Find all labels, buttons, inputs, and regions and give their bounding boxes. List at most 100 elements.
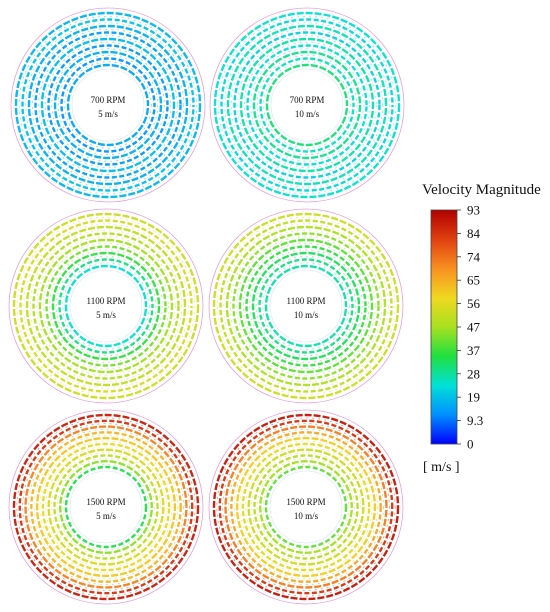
colorbar-tick-label: 9.3 — [467, 413, 483, 428]
velocity-streak — [263, 61, 351, 149]
colorbar-tick-label: 28 — [467, 366, 480, 381]
colorbar — [430, 209, 458, 445]
velocity-streak — [42, 242, 170, 370]
rotor-inner-hub — [69, 470, 143, 544]
velocity-ring — [259, 57, 355, 153]
panel-700rpm-5ms: 700 RPM 5 m/s — [10, 7, 206, 203]
velocity-streak — [33, 434, 179, 580]
panel-700rpm-10ms: 700 RPM 10 m/s — [209, 7, 405, 203]
velocity-ring — [230, 431, 382, 583]
velocity-streak — [51, 452, 161, 562]
panel-speed-label: 1500 RPM — [86, 497, 125, 507]
velocity-ring — [238, 238, 374, 374]
velocity-streak — [242, 242, 370, 370]
velocity-ring — [12, 413, 200, 601]
velocity-ring — [241, 442, 371, 572]
panel-inlet-label: 5 m/s — [98, 109, 118, 119]
colorbar-tick-label: 84 — [467, 226, 481, 241]
panel-speed-label: 1100 RPM — [287, 296, 326, 306]
velocity-ring — [19, 219, 193, 393]
velocity-ring — [58, 258, 154, 354]
velocity-ring — [66, 63, 150, 147]
velocity-streak — [16, 216, 196, 396]
velocity-streak — [251, 452, 361, 562]
velocity-ring — [38, 238, 174, 374]
velocity-ring — [64, 465, 148, 549]
velocity-streak — [55, 255, 157, 357]
velocity-streak — [262, 262, 350, 350]
velocity-ring — [265, 63, 349, 147]
velocity-ring — [212, 212, 400, 400]
panel-inlet-label: 10 m/s — [294, 511, 319, 521]
velocity-ring — [218, 419, 394, 595]
velocity-streak — [228, 429, 384, 585]
velocity-streak — [256, 54, 358, 156]
velocity-ring — [53, 454, 159, 560]
velocity-ring — [47, 448, 165, 566]
legend-title: Velocity Magnitude — [422, 182, 541, 198]
velocity-streak — [249, 249, 363, 363]
velocity-ring — [45, 245, 167, 367]
velocity-ring — [213, 11, 401, 199]
colorbar-tick-label: 0 — [467, 437, 474, 452]
velocity-ring — [27, 24, 189, 186]
velocity-ring — [235, 436, 377, 578]
velocity-streak — [49, 249, 163, 363]
velocity-streak — [233, 434, 379, 580]
velocity-streak — [51, 48, 165, 162]
velocity-ring — [220, 18, 394, 192]
colorbar-tick-label: 93 — [467, 203, 480, 218]
velocity-ring — [59, 460, 153, 554]
velocity-streak — [44, 41, 172, 169]
velocity-ring — [219, 219, 393, 393]
velocity-ring — [53, 50, 163, 160]
velocity-streak — [38, 35, 178, 175]
velocity-streak — [222, 423, 390, 591]
velocity-ring — [212, 413, 400, 601]
velocity-ring — [258, 258, 354, 354]
velocity-streak — [45, 446, 167, 568]
panel-speed-label: 700 RPM — [91, 95, 126, 105]
colorbar-tick-label: 19 — [467, 390, 480, 405]
velocity-ring — [14, 11, 202, 199]
velocity-streak — [16, 417, 196, 597]
rotor-inner-hub — [69, 269, 143, 343]
velocity-ring — [21, 18, 195, 192]
velocity-streak — [224, 22, 390, 188]
velocity-legend: Velocity Magnitude 93 84 74 65 56 47 37 28 19 9.3… — [422, 182, 541, 475]
velocity-streak — [36, 236, 176, 376]
velocity-ring — [239, 37, 375, 173]
velocity-ring — [264, 465, 348, 549]
velocity-streak — [22, 423, 190, 591]
velocity-ring — [246, 44, 368, 166]
colorbar-tick-label: 56 — [467, 296, 481, 311]
velocity-ring — [47, 44, 169, 166]
velocity-ring — [259, 460, 353, 554]
velocity-streak — [39, 440, 173, 574]
colorbar-tick-label: 74 — [467, 249, 481, 264]
velocity-streak — [216, 417, 396, 597]
velocity-streak — [31, 28, 185, 182]
panel-speed-label: 1100 RPM — [87, 296, 126, 306]
velocity-streak — [23, 223, 189, 389]
velocity-streak — [25, 22, 191, 188]
velocity-ring — [233, 31, 381, 179]
velocity-streak — [243, 41, 371, 169]
velocity-ring — [25, 225, 187, 387]
colorbar-ticks: 93 84 74 65 56 47 37 28 19 9.3 0 — [457, 203, 483, 452]
panel-speed-label: 700 RPM — [290, 95, 325, 105]
velocity-streak — [239, 440, 373, 574]
velocity-ring — [245, 245, 367, 367]
velocity-streak — [262, 463, 350, 551]
velocity-streak — [255, 255, 357, 357]
velocity-streak — [237, 35, 377, 175]
velocity-ring — [253, 454, 359, 560]
velocity-ring — [41, 442, 171, 572]
velocity-streak — [230, 28, 384, 182]
panel-inlet-label: 5 m/s — [96, 310, 116, 320]
velocity-ring — [32, 232, 180, 380]
panel-inlet-label: 10 m/s — [295, 109, 320, 119]
velocity-ring — [60, 57, 156, 153]
velocity-ring — [232, 232, 380, 380]
velocity-ring — [226, 24, 388, 186]
